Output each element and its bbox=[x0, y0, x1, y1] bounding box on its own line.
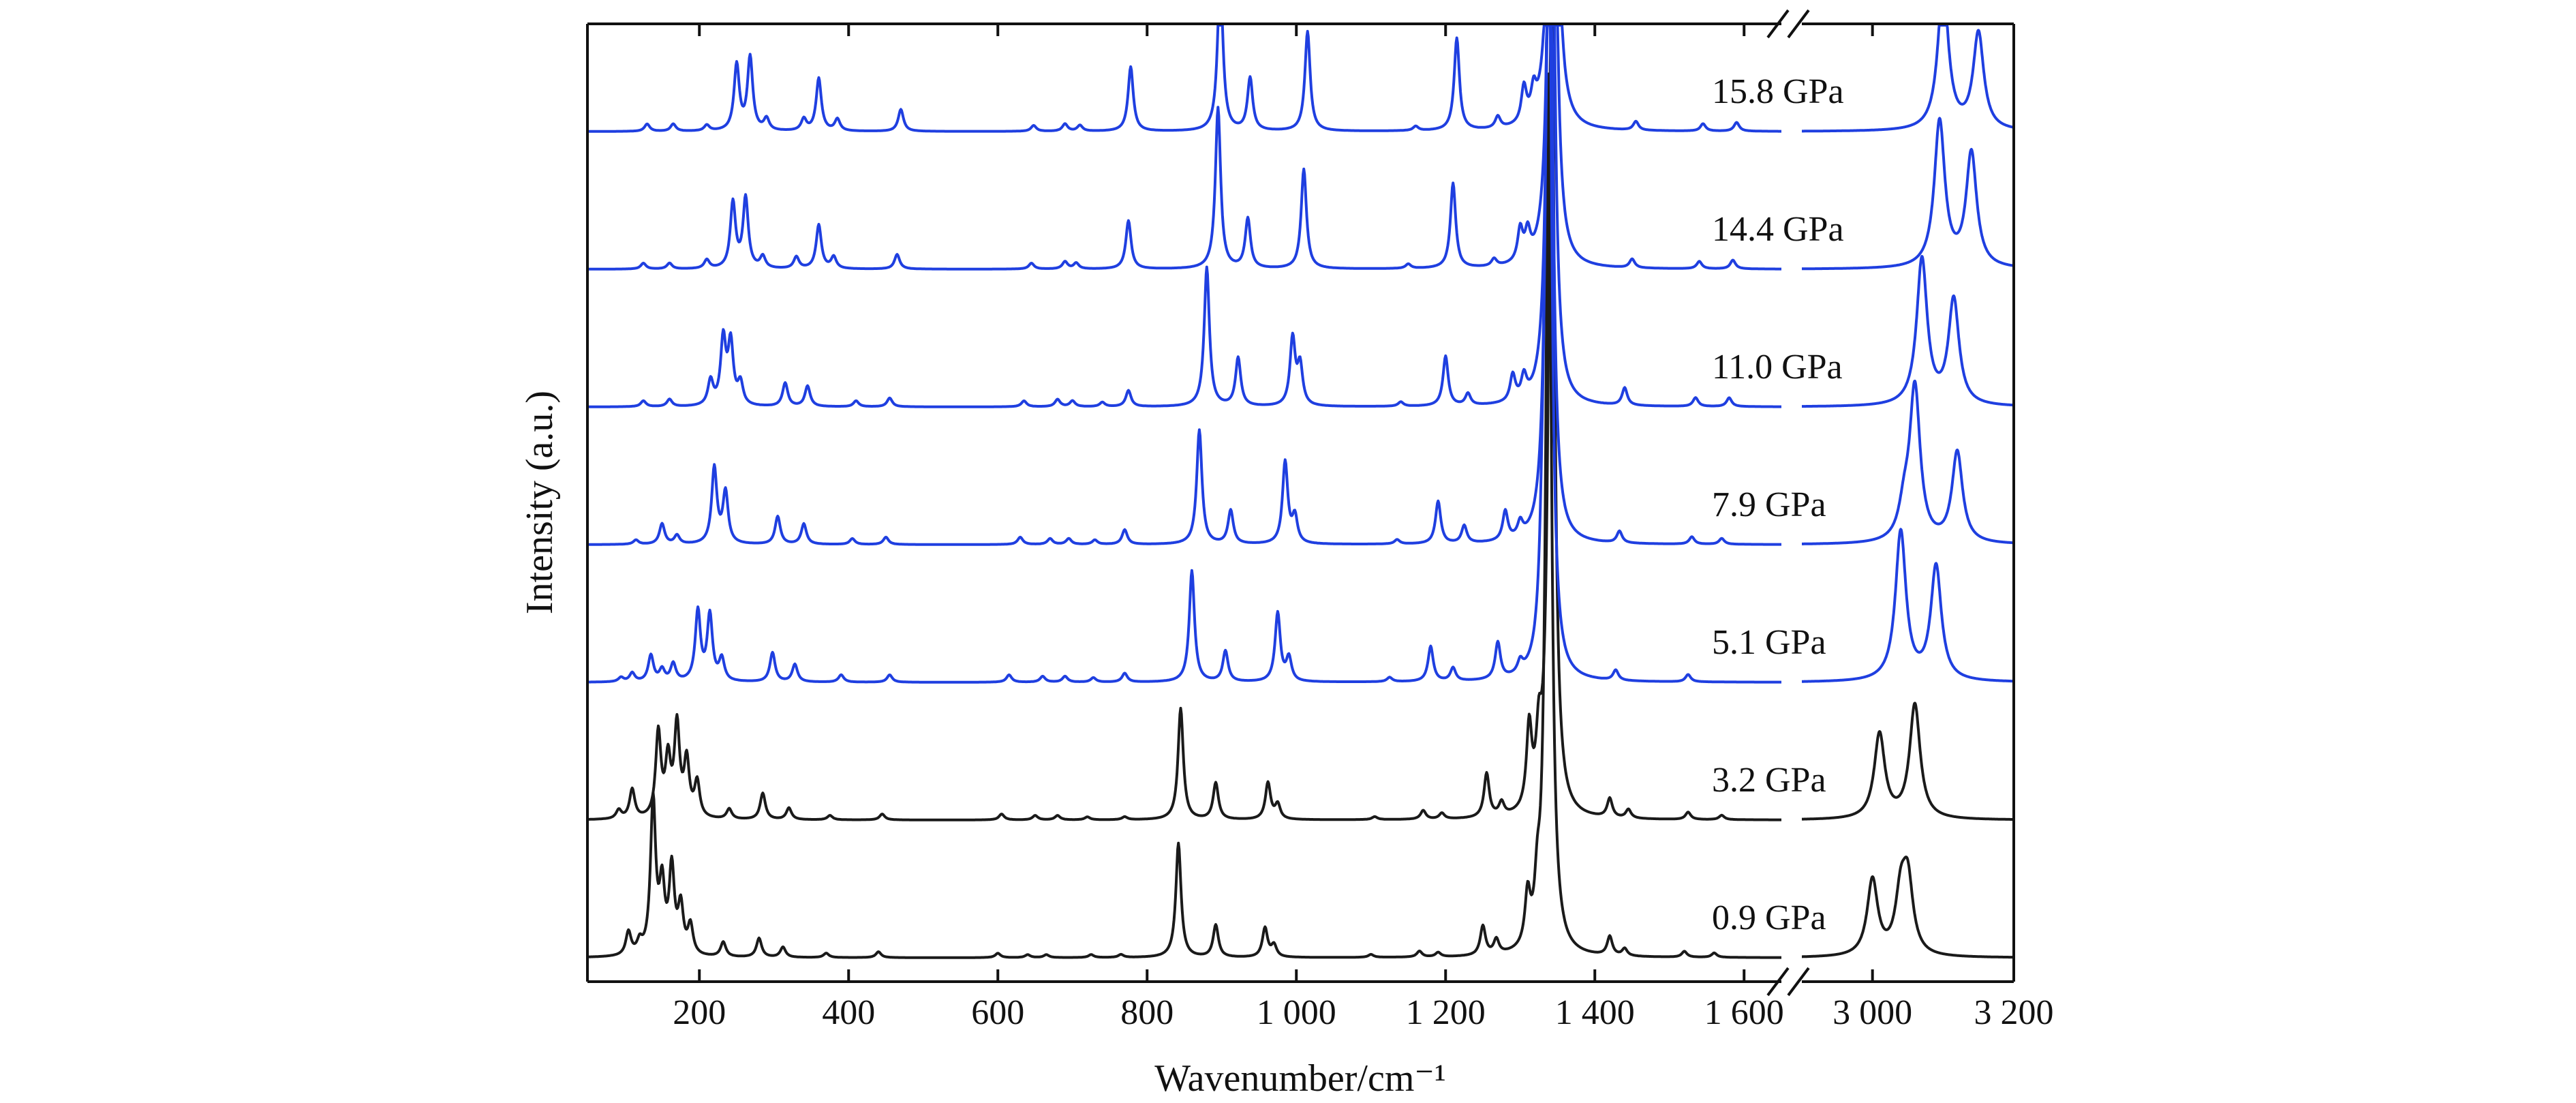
series-line-right-6 bbox=[1800, 24, 2015, 133]
series-label-1: 3.2 GPa bbox=[1712, 761, 1826, 800]
series-labels: 0.9 GPa 3.2 GPa 5.1 GPa 7.9 GPa 11.0 GPa 14.4… bbox=[1712, 72, 1844, 937]
series-line-right-0 bbox=[1800, 856, 2015, 959]
series-label-2: 5.1 GPa bbox=[1712, 623, 1826, 662]
series-line-right-4 bbox=[1800, 255, 2015, 408]
series-line-left-1 bbox=[587, 24, 1782, 821]
series-line-right-1 bbox=[1800, 701, 2015, 821]
x-tick-label-9: 3 200 bbox=[1974, 993, 2054, 1032]
series-line-right-3 bbox=[1800, 379, 2015, 545]
series-line-right-2 bbox=[1800, 528, 2015, 683]
x-tick-label-6: 1 400 bbox=[1555, 993, 1635, 1032]
series-line-left-0 bbox=[587, 72, 1782, 959]
series-line-left-6 bbox=[587, 24, 1782, 133]
x-tick-label-3: 800 bbox=[1120, 993, 1174, 1032]
axis-break-marks bbox=[1766, 9, 1810, 997]
x-tick-label-4: 1 000 bbox=[1257, 993, 1336, 1032]
x-tick-label-7: 1 600 bbox=[1704, 993, 1784, 1032]
plot-frame bbox=[586, 22, 2015, 983]
x-tick-label-8: 3 000 bbox=[1833, 993, 1912, 1032]
x-tick-label-1: 400 bbox=[822, 993, 875, 1032]
series-label-5: 14.4 GPa bbox=[1712, 210, 1844, 249]
series-label-0: 0.9 GPa bbox=[1712, 898, 1826, 937]
series-line-left-5 bbox=[587, 24, 1782, 271]
x-axis-ticks: 200 400 600 800 1 000 1 200 1 400 1 600 3 000 3 2… bbox=[673, 24, 2054, 1032]
y-axis-title: Intensity (a.u.) bbox=[519, 391, 561, 614]
x-tick-label-2: 600 bbox=[971, 993, 1024, 1032]
x-axis-title: Wavenumber/cm⁻¹ bbox=[1154, 1057, 1445, 1100]
series-line-left-3 bbox=[587, 24, 1782, 546]
series-line-left-2 bbox=[587, 24, 1782, 684]
series-line-left-4 bbox=[587, 24, 1782, 408]
spectra-group bbox=[587, 24, 2015, 959]
series-label-4: 11.0 GPa bbox=[1712, 348, 1843, 387]
x-tick-label-5: 1 200 bbox=[1406, 993, 1486, 1032]
x-tick-label-0: 200 bbox=[673, 993, 726, 1032]
series-line-right-5 bbox=[1800, 117, 2015, 271]
series-label-3: 7.9 GPa bbox=[1712, 485, 1826, 524]
axis-break-gap bbox=[1781, 0, 1802, 1103]
series-label-6: 15.8 GPa bbox=[1712, 72, 1844, 111]
